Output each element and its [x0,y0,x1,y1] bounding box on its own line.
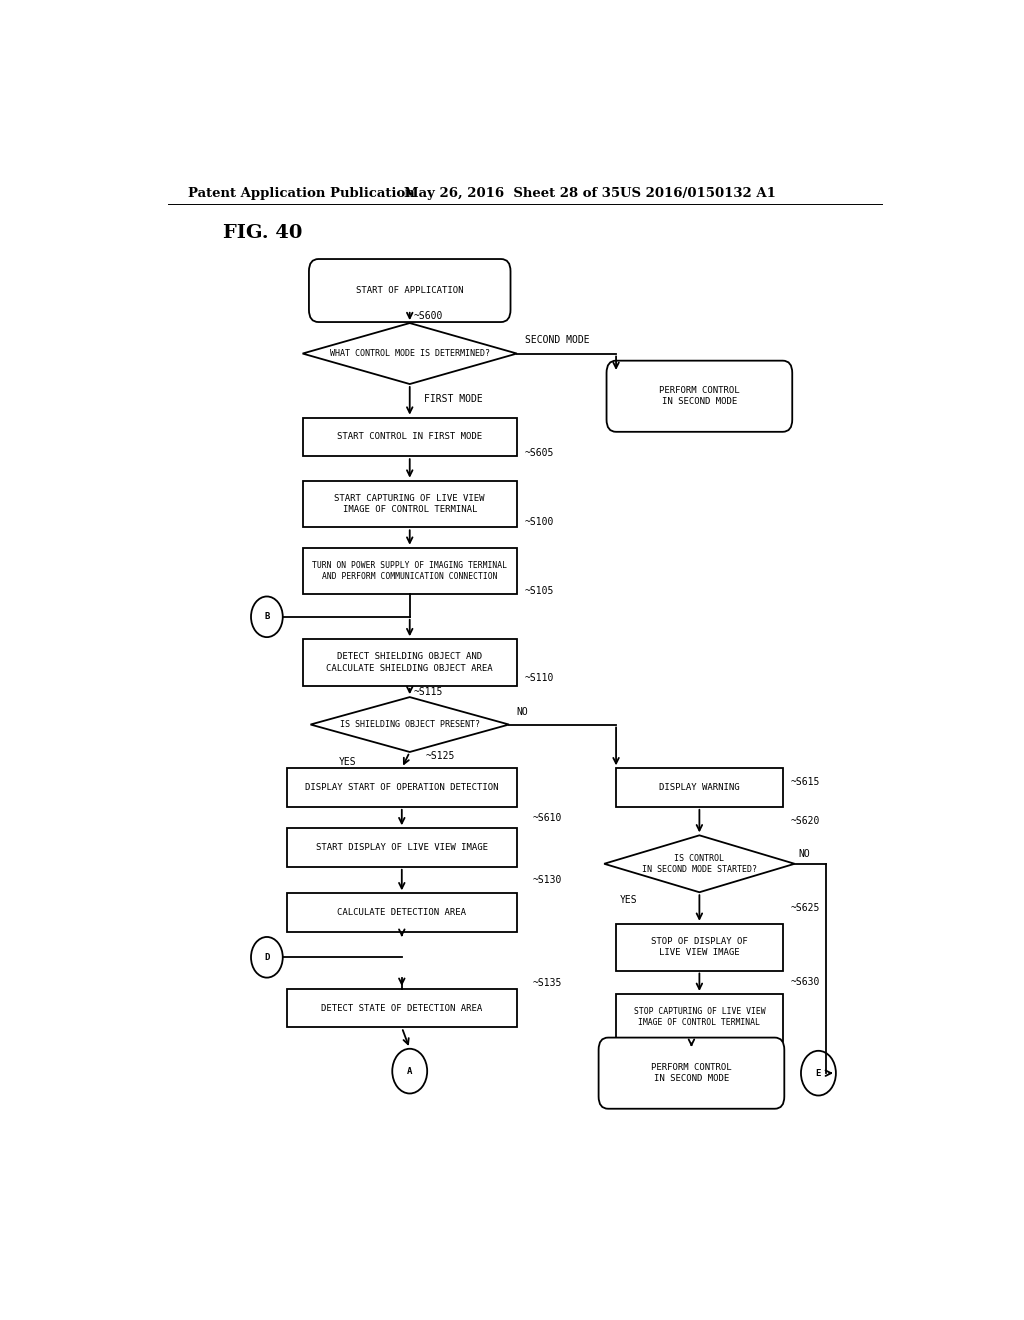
Text: CALCULATE DETECTION AREA: CALCULATE DETECTION AREA [337,908,466,917]
Text: START DISPLAY OF LIVE VIEW IMAGE: START DISPLAY OF LIVE VIEW IMAGE [315,843,487,851]
Text: STOP CAPTURING OF LIVE VIEW
IMAGE OF CONTROL TERMINAL: STOP CAPTURING OF LIVE VIEW IMAGE OF CON… [634,1007,765,1027]
Text: WHAT CONTROL MODE IS DETERMINED?: WHAT CONTROL MODE IS DETERMINED? [330,348,489,358]
Text: NO: NO [517,708,528,717]
Text: YES: YES [338,758,356,767]
Circle shape [251,937,283,978]
Text: YES: YES [620,895,638,906]
Bar [616,924,782,970]
Text: E: E [816,1069,821,1077]
Text: IS CONTROL
IN SECOND MODE STARTED?: IS CONTROL IN SECOND MODE STARTED? [642,854,757,874]
Text: ~S600: ~S600 [414,312,443,322]
Text: START CONTROL IN FIRST MODE: START CONTROL IN FIRST MODE [337,433,482,441]
Bar [303,548,517,594]
FancyBboxPatch shape [606,360,793,432]
Text: ~S135: ~S135 [532,978,562,989]
Text: ~S130: ~S130 [532,875,562,884]
Text: DETECT SHIELDING OBJECT AND
CALCULATE SHIELDING OBJECT AREA: DETECT SHIELDING OBJECT AND CALCULATE SH… [327,652,493,673]
Text: TURN ON POWER SUPPLY OF IMAGING TERMINAL
AND PERFORM COMMUNICATION CONNECTION: TURN ON POWER SUPPLY OF IMAGING TERMINAL… [312,561,507,581]
Polygon shape [303,323,517,384]
Text: ~S100: ~S100 [524,517,554,527]
Text: ~S605: ~S605 [524,449,554,458]
Text: ~S105: ~S105 [524,586,554,597]
Circle shape [392,1049,427,1093]
Text: ~S125: ~S125 [426,751,455,762]
Bar [616,768,782,807]
Text: PERFORM CONTROL
IN SECOND MODE: PERFORM CONTROL IN SECOND MODE [651,1063,732,1084]
Text: DETECT STATE OF DETECTION AREA: DETECT STATE OF DETECTION AREA [322,1003,482,1012]
Bar [287,828,517,867]
Text: ~S110: ~S110 [524,673,554,682]
Circle shape [801,1051,836,1096]
Text: DISPLAY START OF OPERATION DETECTION: DISPLAY START OF OPERATION DETECTION [305,783,499,792]
Text: STOP OF DISPLAY OF
LIVE VIEW IMAGE: STOP OF DISPLAY OF LIVE VIEW IMAGE [651,937,748,957]
Bar [287,894,517,932]
Text: NO: NO [799,849,810,858]
Text: B: B [264,612,269,622]
Bar [303,639,517,686]
Text: FIRST MODE: FIRST MODE [424,393,482,404]
Text: ~S610: ~S610 [532,813,562,822]
Bar [287,768,517,807]
Bar [303,480,517,528]
FancyBboxPatch shape [599,1038,784,1109]
Text: IS SHIELDING OBJECT PRESENT?: IS SHIELDING OBJECT PRESENT? [340,719,479,729]
Text: FIG. 40: FIG. 40 [223,224,303,243]
Text: START OF APPLICATION: START OF APPLICATION [356,286,464,296]
Polygon shape [310,697,509,752]
Text: ~S615: ~S615 [791,777,820,788]
Text: ~S625: ~S625 [791,903,820,913]
Bar [287,989,517,1027]
Text: A: A [408,1067,413,1076]
Text: US 2016/0150132 A1: US 2016/0150132 A1 [620,187,776,199]
Circle shape [251,597,283,638]
Text: D: D [264,953,269,962]
Text: ~S115: ~S115 [414,686,443,697]
Text: DISPLAY WARNING: DISPLAY WARNING [659,783,739,792]
Bar [303,417,517,457]
Text: SECOND MODE: SECOND MODE [524,335,590,346]
Text: May 26, 2016  Sheet 28 of 35: May 26, 2016 Sheet 28 of 35 [404,187,621,199]
Text: PERFORM CONTROL
IN SECOND MODE: PERFORM CONTROL IN SECOND MODE [659,385,739,407]
Text: ~S630: ~S630 [791,977,820,987]
Text: Patent Application Publication: Patent Application Publication [187,187,415,199]
Text: ~S620: ~S620 [791,816,820,826]
Polygon shape [604,836,795,892]
Text: START CAPTURING OF LIVE VIEW
IMAGE OF CONTROL TERMINAL: START CAPTURING OF LIVE VIEW IMAGE OF CO… [335,494,485,515]
Bar [616,994,782,1040]
FancyBboxPatch shape [309,259,511,322]
